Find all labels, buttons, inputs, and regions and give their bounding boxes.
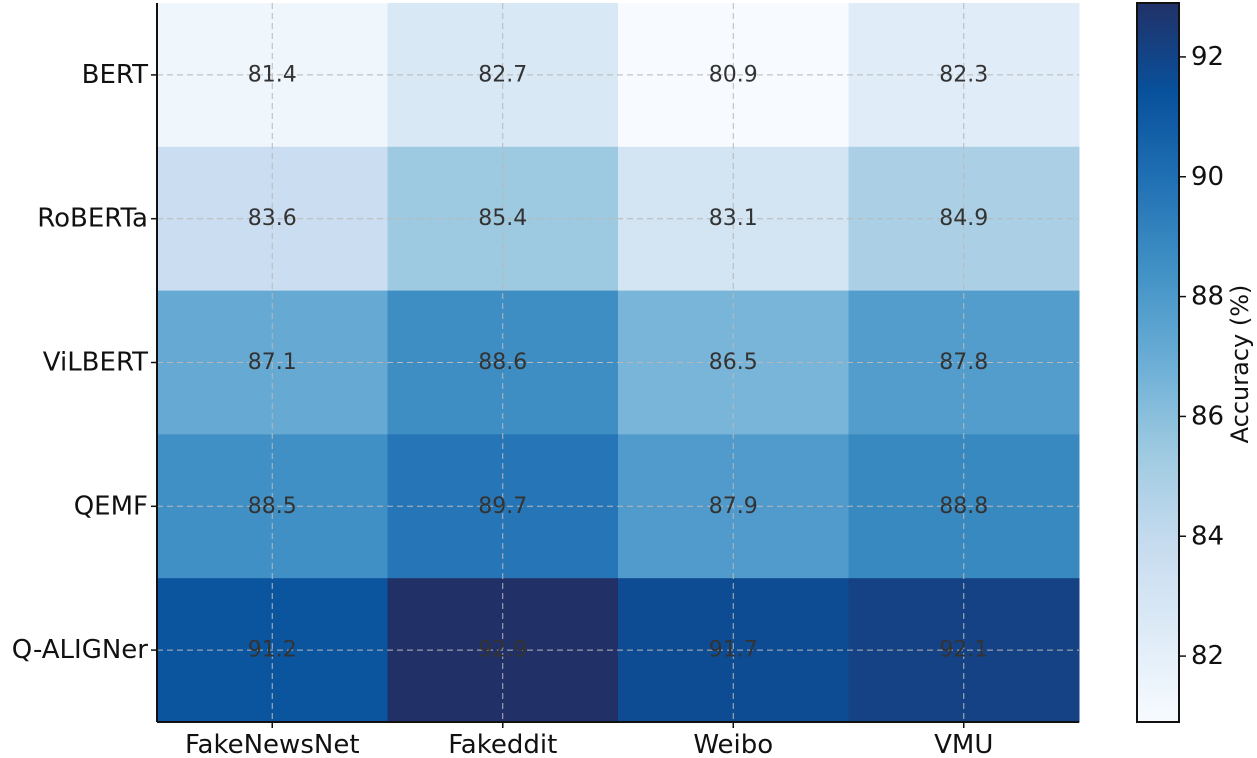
colorbar-tick-label: 82 bbox=[1191, 641, 1224, 671]
cell-value-label: 89.7 bbox=[478, 494, 527, 519]
y-tick-label: Q-ALIGNer bbox=[12, 635, 149, 665]
cell-value-label: 82.7 bbox=[478, 62, 527, 87]
y-tick-labels: BERT RoBERTa ViLBERT QEMF Q-ALIGNer bbox=[12, 60, 149, 665]
colorbar-label: Accuracy (%) bbox=[1226, 285, 1254, 444]
cell-value-label: 82.3 bbox=[939, 62, 988, 87]
cell-value-labels: 81.4 82.7 80.9 82.3 83.6 85.4 83.1 84.9 87.1 88.6… bbox=[248, 62, 988, 662]
cell-value-label: 80.9 bbox=[709, 62, 758, 87]
gridlines bbox=[157, 3, 1079, 722]
cell-value-label: 88.5 bbox=[248, 494, 297, 519]
y-tick-label: BERT bbox=[82, 60, 148, 90]
cell-value-label: 85.4 bbox=[478, 206, 527, 231]
colorbar-tick-label: 88 bbox=[1191, 282, 1224, 312]
cell-value-label: 92.9 bbox=[478, 638, 527, 663]
x-tick-label: VMU bbox=[934, 730, 993, 758]
x-tick-label: Fakeddit bbox=[448, 730, 557, 758]
colorbar-gradient bbox=[1136, 2, 1180, 723]
cell-value-label: 86.5 bbox=[709, 350, 758, 375]
colorbar-tick-label: 90 bbox=[1191, 162, 1224, 192]
y-tick-label: RoBERTa bbox=[37, 204, 148, 234]
axes bbox=[151, 3, 1079, 728]
cell-value-label: 88.6 bbox=[478, 350, 527, 375]
cell-value-label: 87.9 bbox=[709, 494, 758, 519]
colorbar-tick-label: 92 bbox=[1191, 42, 1224, 72]
cell-value-label: 92.1 bbox=[939, 638, 988, 663]
cell-value-label: 88.8 bbox=[939, 494, 988, 519]
cell-value-label: 91.7 bbox=[709, 638, 758, 663]
cell-value-label: 87.8 bbox=[939, 350, 988, 375]
cell-value-label: 84.9 bbox=[939, 206, 988, 231]
x-tick-label: FakeNewsNet bbox=[185, 730, 360, 758]
cell-value-label: 81.4 bbox=[248, 62, 297, 87]
x-tick-labels: FakeNewsNet Fakeddit Weibo VMU bbox=[185, 730, 993, 758]
x-tick-label: Weibo bbox=[693, 730, 773, 758]
cell-value-label: 87.1 bbox=[248, 350, 297, 375]
colorbar: 82 84 86 88 90 92 bbox=[1136, 2, 1224, 723]
y-tick-label: ViLBERT bbox=[43, 348, 148, 378]
y-tick-label: QEMF bbox=[74, 491, 148, 521]
colorbar-tick-label: 86 bbox=[1191, 401, 1224, 431]
cell-value-label: 91.2 bbox=[248, 638, 297, 663]
cell-value-label: 83.1 bbox=[709, 206, 758, 231]
cell-value-label: 83.6 bbox=[248, 206, 297, 231]
colorbar-tick-label: 84 bbox=[1191, 521, 1224, 551]
